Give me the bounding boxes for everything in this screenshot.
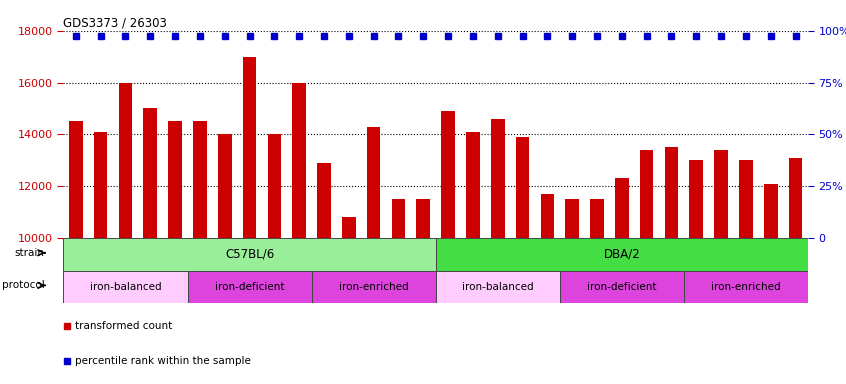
Text: strain: strain <box>14 248 45 258</box>
Bar <box>317 163 331 238</box>
Bar <box>342 217 355 238</box>
Bar <box>615 179 629 238</box>
Text: protocol: protocol <box>2 280 45 290</box>
Bar <box>144 108 157 238</box>
Text: iron-balanced: iron-balanced <box>90 282 162 292</box>
Bar <box>491 119 504 238</box>
Bar <box>193 121 206 238</box>
Bar <box>293 83 306 238</box>
Text: iron-enriched: iron-enriched <box>339 282 409 292</box>
Bar <box>640 150 653 238</box>
Text: GDS3373 / 26303: GDS3373 / 26303 <box>63 17 168 30</box>
Bar <box>764 184 777 238</box>
Bar <box>63 238 436 271</box>
Bar <box>665 147 678 238</box>
Bar <box>311 271 436 303</box>
Bar <box>714 150 728 238</box>
Bar <box>436 271 560 303</box>
Text: iron-balanced: iron-balanced <box>462 282 534 292</box>
Bar <box>267 134 281 238</box>
Bar <box>560 271 684 303</box>
Bar <box>118 83 132 238</box>
Bar <box>466 132 480 238</box>
Bar <box>684 271 808 303</box>
Bar <box>188 271 311 303</box>
Text: iron-deficient: iron-deficient <box>215 282 284 292</box>
Text: DBA/2: DBA/2 <box>603 248 640 261</box>
Text: iron-deficient: iron-deficient <box>587 282 656 292</box>
Bar <box>168 121 182 238</box>
Bar <box>591 199 604 238</box>
Bar <box>416 199 430 238</box>
Text: percentile rank within the sample: percentile rank within the sample <box>74 356 250 366</box>
Bar <box>689 161 703 238</box>
Bar <box>516 137 530 238</box>
Bar <box>788 158 802 238</box>
Text: transformed count: transformed count <box>74 321 172 331</box>
Bar <box>541 194 554 238</box>
Bar <box>63 271 188 303</box>
Bar <box>739 161 753 238</box>
Bar <box>442 111 455 238</box>
Bar <box>243 56 256 238</box>
Bar <box>367 127 381 238</box>
Text: iron-enriched: iron-enriched <box>711 282 781 292</box>
Text: C57BL/6: C57BL/6 <box>225 248 274 261</box>
Bar <box>436 238 808 271</box>
Bar <box>218 134 232 238</box>
Bar <box>69 121 83 238</box>
Bar <box>94 132 107 238</box>
Bar <box>392 199 405 238</box>
Bar <box>565 199 579 238</box>
